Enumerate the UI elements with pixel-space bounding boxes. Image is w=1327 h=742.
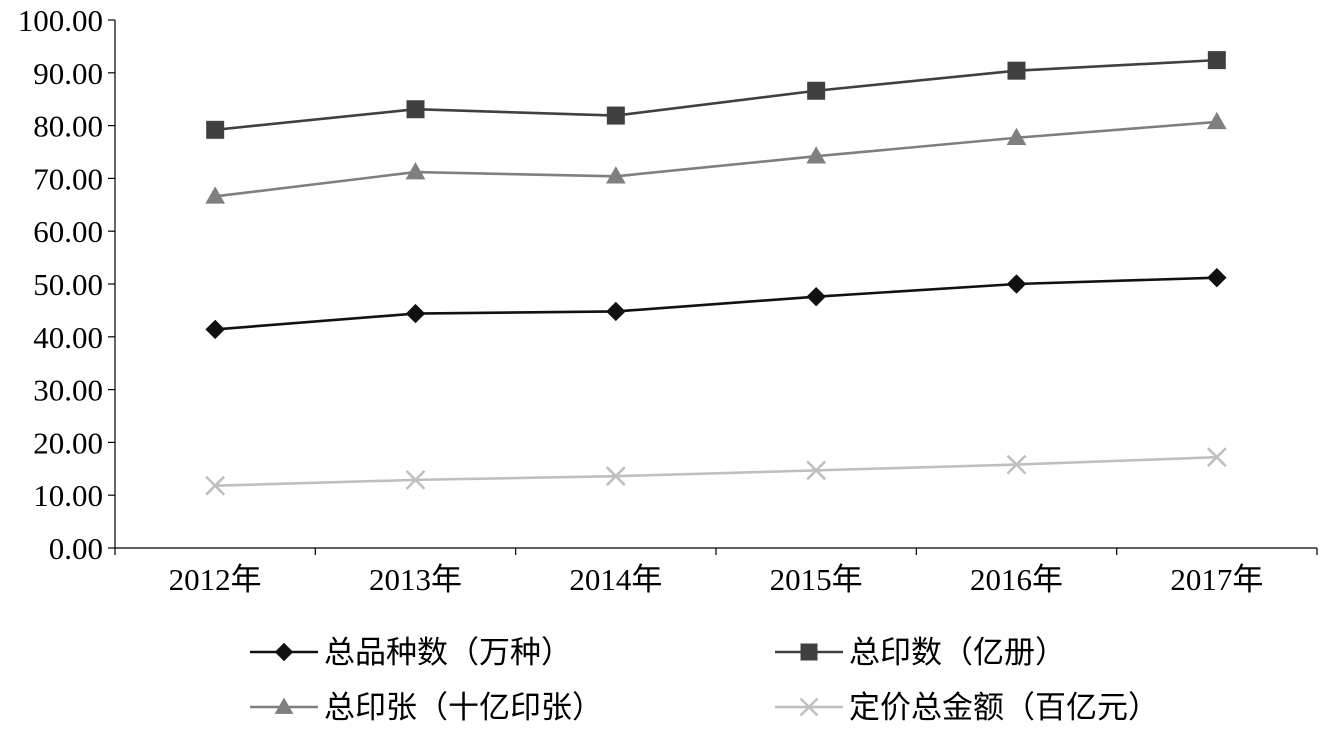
marker-stroke (405, 470, 426, 490)
legend-marker (800, 643, 818, 661)
y-tick-label: 20.00 (33, 425, 103, 460)
data-point (1207, 51, 1226, 70)
series-line (215, 276, 1217, 331)
axes (114, 20, 1317, 549)
data-point (606, 106, 625, 125)
y-axis-ticks: 0.00 10.00 20.00 30.00 40.00 50.00 60.00 70.00 8… (18, 3, 115, 566)
y-tick-label: 90.00 (33, 56, 103, 91)
data-point (1006, 274, 1027, 294)
data-point (806, 460, 827, 481)
x-tick-label: 2012年 (169, 562, 262, 597)
marker-stroke (806, 460, 827, 481)
legend-label: 总印数（亿册） (849, 635, 1066, 670)
y-tick-label: 60.00 (33, 214, 103, 249)
legend-item-4: 定价总金额（百亿元） (775, 690, 1159, 725)
series-4 (205, 447, 1227, 496)
y-tick-label: 40.00 (33, 320, 103, 355)
legend-label: 总品种数（万种） (324, 635, 572, 670)
legend-marker (799, 697, 819, 717)
legend-item-2: 总印数（亿册） (775, 635, 1066, 670)
data-point (206, 120, 225, 139)
legend-label: 定价总金额（百亿元） (849, 690, 1159, 725)
data-point (405, 303, 426, 324)
y-tick-label: 70.00 (33, 161, 103, 196)
x-tick-label: 2017年 (1170, 562, 1263, 597)
data-point (1006, 454, 1027, 475)
legend: 总品种数（万种） 总印数（亿册） 总印张（十亿印张） 定价总金额（百亿元） (250, 635, 1159, 725)
x-tick-label: 2014年 (569, 562, 662, 597)
y-tick-label: 80.00 (33, 109, 103, 144)
marker-stroke (1006, 454, 1027, 475)
data-point (606, 301, 626, 322)
data-point (205, 319, 225, 340)
series-layer (205, 51, 1227, 496)
series-line (215, 455, 1217, 487)
legend-marker (274, 697, 294, 714)
legend-marker (274, 642, 294, 662)
y-tick-label: 50.00 (33, 267, 103, 302)
legend-item-1: 总品种数（万种） (250, 635, 572, 670)
y-tick-label: 30.00 (33, 373, 103, 408)
data-point (1206, 447, 1227, 468)
y-tick-label: 100.00 (18, 3, 103, 38)
marker-stroke (799, 697, 819, 717)
data-point (605, 166, 626, 184)
data-point (1206, 111, 1227, 130)
legend-item-3: 总印张（十亿印张） (250, 690, 603, 725)
data-point (1006, 127, 1027, 145)
x-tick-label: 2013年 (369, 562, 462, 597)
data-point (806, 146, 827, 164)
legend-label: 总印张（十亿印张） (324, 690, 603, 725)
data-point (205, 186, 226, 204)
x-axis-ticks: 2012年 2013年 2014年 2015年 2016年 2017年 (114, 548, 1318, 597)
y-tick-label: 10.00 (33, 478, 103, 513)
series-line (215, 58, 1217, 132)
series-3 (205, 111, 1227, 204)
data-point (806, 286, 826, 307)
data-point (405, 162, 426, 180)
data-point (205, 475, 226, 496)
marker-stroke (205, 475, 226, 496)
x-tick-label: 2015年 (770, 562, 863, 597)
data-point (807, 81, 826, 100)
series-1 (205, 267, 1227, 340)
marker-stroke (605, 466, 626, 487)
data-point (1207, 267, 1227, 288)
data-point (406, 100, 425, 119)
data-point (405, 470, 426, 490)
series-line (215, 120, 1217, 198)
series-2 (206, 51, 1226, 139)
data-point (605, 466, 626, 487)
y-tick-label: 0.00 (49, 531, 103, 566)
data-point (1007, 61, 1026, 80)
x-tick-label: 2016年 (970, 562, 1063, 597)
marker-stroke (1206, 447, 1227, 468)
